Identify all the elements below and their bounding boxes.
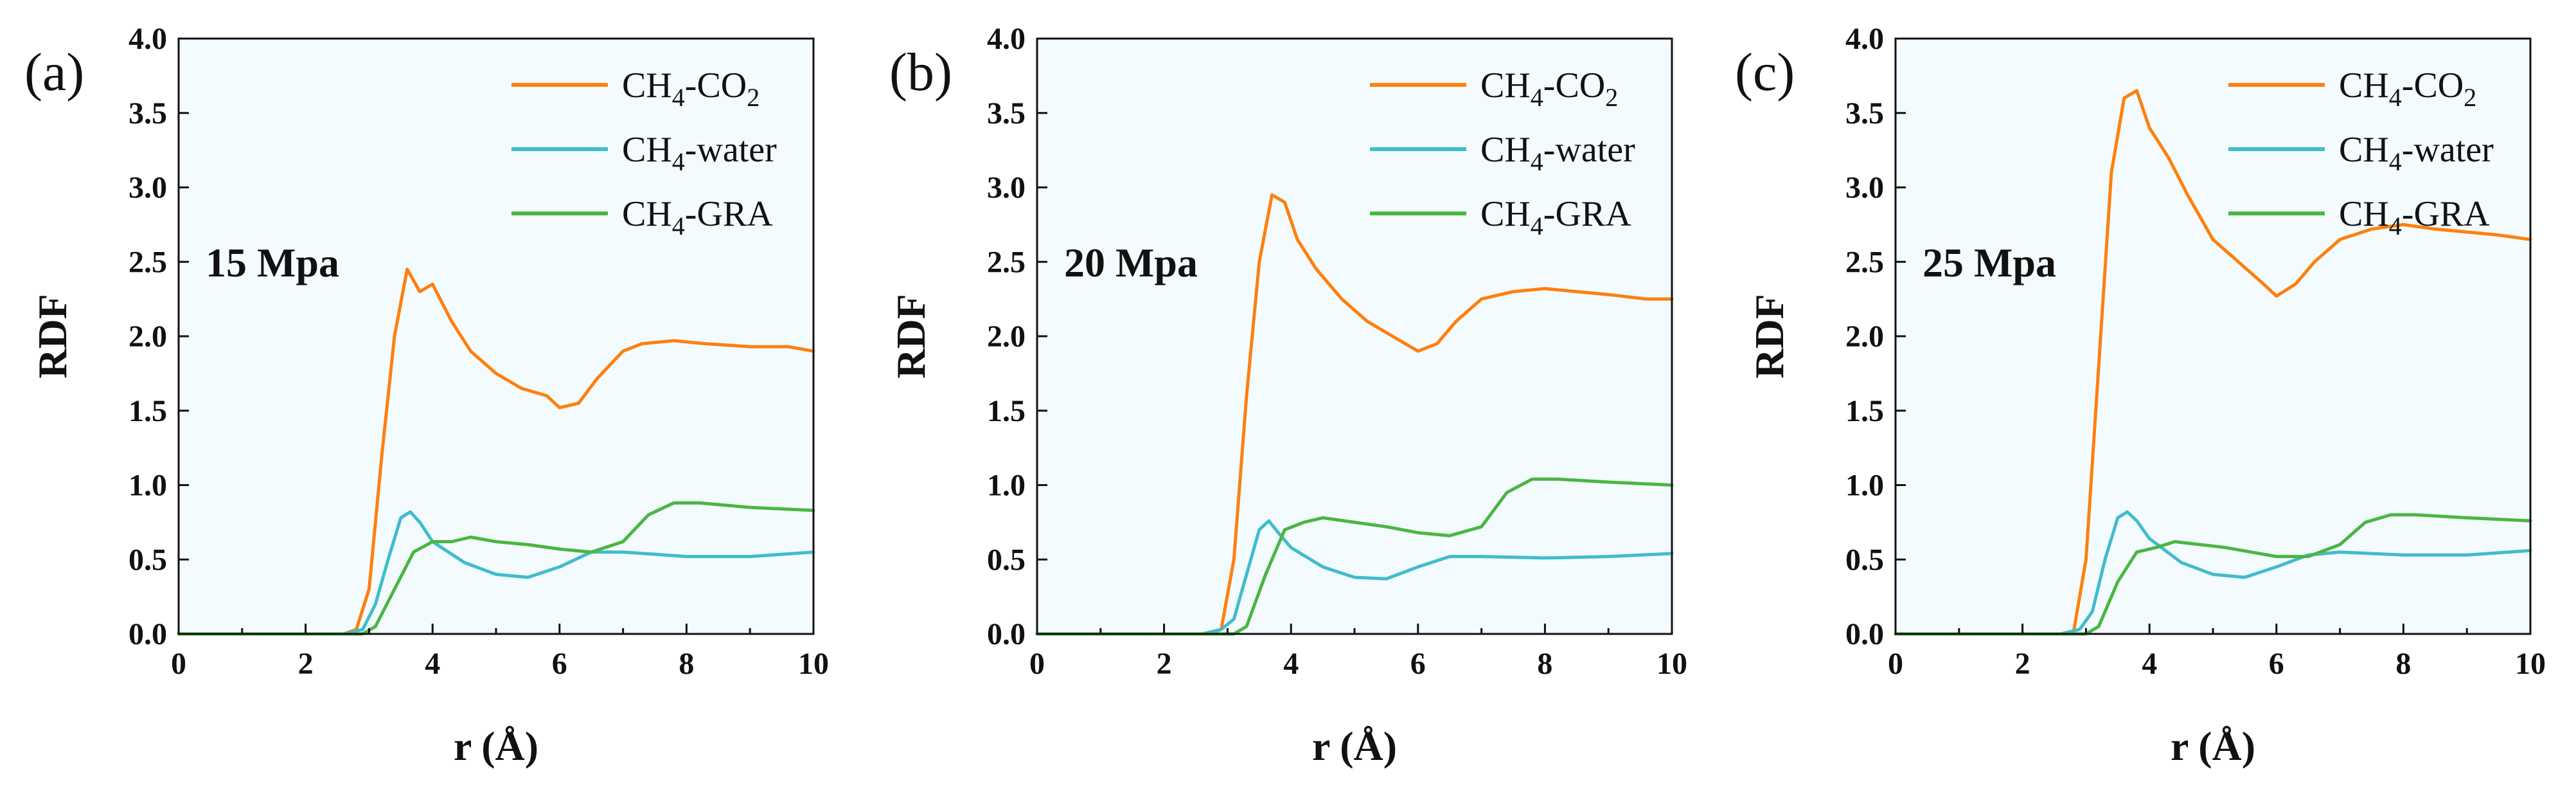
series-line-ch4-gra: [1894, 513, 2532, 636]
y-tick-label: 3.0: [987, 171, 1026, 205]
x-axis-label: r (Å): [2171, 723, 2255, 769]
y-tick-label: 2.5: [129, 245, 167, 279]
x-tick-label: 8: [679, 647, 694, 681]
y-tick-label: 0.5: [1845, 543, 1884, 577]
plot-background: [1896, 39, 2530, 634]
y-tick-label: 2.0: [987, 320, 1026, 354]
y-tick-label: 3.5: [129, 96, 167, 131]
y-axis-label: RDF: [1746, 294, 1792, 379]
y-tick-label: 1.0: [987, 469, 1026, 503]
series-line-ch4-water: [1035, 519, 1674, 636]
y-tick-label: 0.0: [129, 617, 167, 651]
plot-background: [1037, 39, 1672, 634]
x-tick-label: 2: [298, 647, 314, 681]
y-tick-label: 2.5: [987, 245, 1026, 279]
legend-entry-label: CH4-CO2: [2339, 66, 2476, 112]
legend-entry-label: CH4-GRA: [622, 194, 773, 240]
panel-label: (b): [889, 42, 952, 102]
pressure-annotation: 25 Mpa: [1923, 240, 2056, 285]
plot-background: [179, 39, 813, 634]
y-tick-label: 3.0: [1845, 171, 1884, 205]
legend-entry-label: CH4-CO2: [622, 66, 759, 112]
legend-entry-label: CH4-water: [622, 130, 777, 176]
y-tick-label: 0.0: [1845, 617, 1884, 651]
x-tick-label: 10: [1657, 647, 1687, 681]
x-axis-label: r (Å): [1312, 723, 1397, 769]
y-tick-label: 0.5: [129, 543, 167, 577]
series-line-ch4-co2: [177, 267, 815, 636]
x-tick-label: 2: [2015, 647, 2030, 681]
x-tick-label: 8: [1537, 647, 1552, 681]
x-tick-label: 8: [2395, 647, 2411, 681]
panel-label: (c): [1735, 42, 1795, 102]
series-line-ch4-water: [177, 510, 815, 636]
legend-entry-label: CH4-GRA: [2339, 194, 2490, 240]
pressure-annotation: 20 Mpa: [1064, 240, 1198, 285]
y-tick-label: 1.0: [129, 469, 167, 503]
x-tick-label: 4: [2142, 647, 2157, 681]
x-tick-label: 2: [1157, 647, 1172, 681]
chart-panel-2: 0 2 4 6 8 10 0.0 0.5 1.0 1.5 2.0 2.5 3.0 3.5 4.0 r (Å) R…: [888, 22, 1687, 769]
y-tick-label: 0.0: [987, 617, 1026, 651]
y-tick-label: 1.5: [129, 394, 167, 428]
x-tick-label: 0: [1888, 647, 1903, 681]
y-tick-label: 0.5: [987, 543, 1026, 577]
y-tick-label: 2.5: [1845, 245, 1884, 279]
x-tick-label: 10: [2515, 647, 2546, 681]
x-tick-label: 4: [1283, 647, 1299, 681]
x-tick-label: 6: [2269, 647, 2284, 681]
x-tick-label: 0: [171, 647, 186, 681]
y-tick-label: 4.0: [1845, 22, 1884, 56]
y-tick-label: 3.5: [987, 96, 1026, 131]
chart-panel-3: 0 2 4 6 8 10 0.0 0.5 1.0 1.5 2.0 2.5 3.0 3.5 4.0 r (Å) R…: [1735, 22, 2546, 769]
y-axis-label: RDF: [30, 294, 75, 379]
y-axis-label: RDF: [888, 294, 934, 379]
legend-entry-label: CH4-water: [1480, 130, 1635, 176]
legend-entry-label: CH4-GRA: [1480, 194, 1631, 240]
series-line-ch4-co2: [1035, 193, 1674, 636]
series-line-ch4-co2: [1894, 89, 2532, 636]
y-tick-label: 2.0: [1845, 320, 1884, 354]
legend-entry-label: CH4-CO2: [1480, 66, 1618, 112]
pressure-annotation: 15 Mpa: [206, 240, 339, 285]
y-tick-label: 4.0: [987, 22, 1026, 56]
y-tick-label: 3.5: [1845, 96, 1884, 131]
chart-panel-1: 0 2 4 6 8 10 0.0 0.5 1.0 1.5 2.0 2.5 3.0 3.5 4.0 r (Å) R…: [24, 22, 829, 769]
y-tick-label: 4.0: [129, 22, 167, 56]
legend-entry-label: CH4-water: [2339, 130, 2494, 176]
series-line-ch4-water: [1894, 510, 2532, 636]
y-tick-label: 1.5: [987, 394, 1026, 428]
x-tick-label: 0: [1029, 647, 1045, 681]
x-tick-label: 4: [425, 647, 440, 681]
x-tick-label: 10: [798, 647, 829, 681]
series-line-ch4-gra: [177, 501, 815, 636]
y-tick-label: 1.0: [1845, 469, 1884, 503]
y-tick-label: 1.5: [1845, 394, 1884, 428]
panel-label: (a): [24, 42, 84, 102]
y-tick-label: 2.0: [129, 320, 167, 354]
x-axis-label: r (Å): [454, 723, 538, 769]
x-tick-label: 6: [552, 647, 567, 681]
y-tick-label: 3.0: [129, 171, 167, 205]
series-line-ch4-gra: [1035, 477, 1674, 636]
x-tick-label: 6: [1410, 647, 1426, 681]
